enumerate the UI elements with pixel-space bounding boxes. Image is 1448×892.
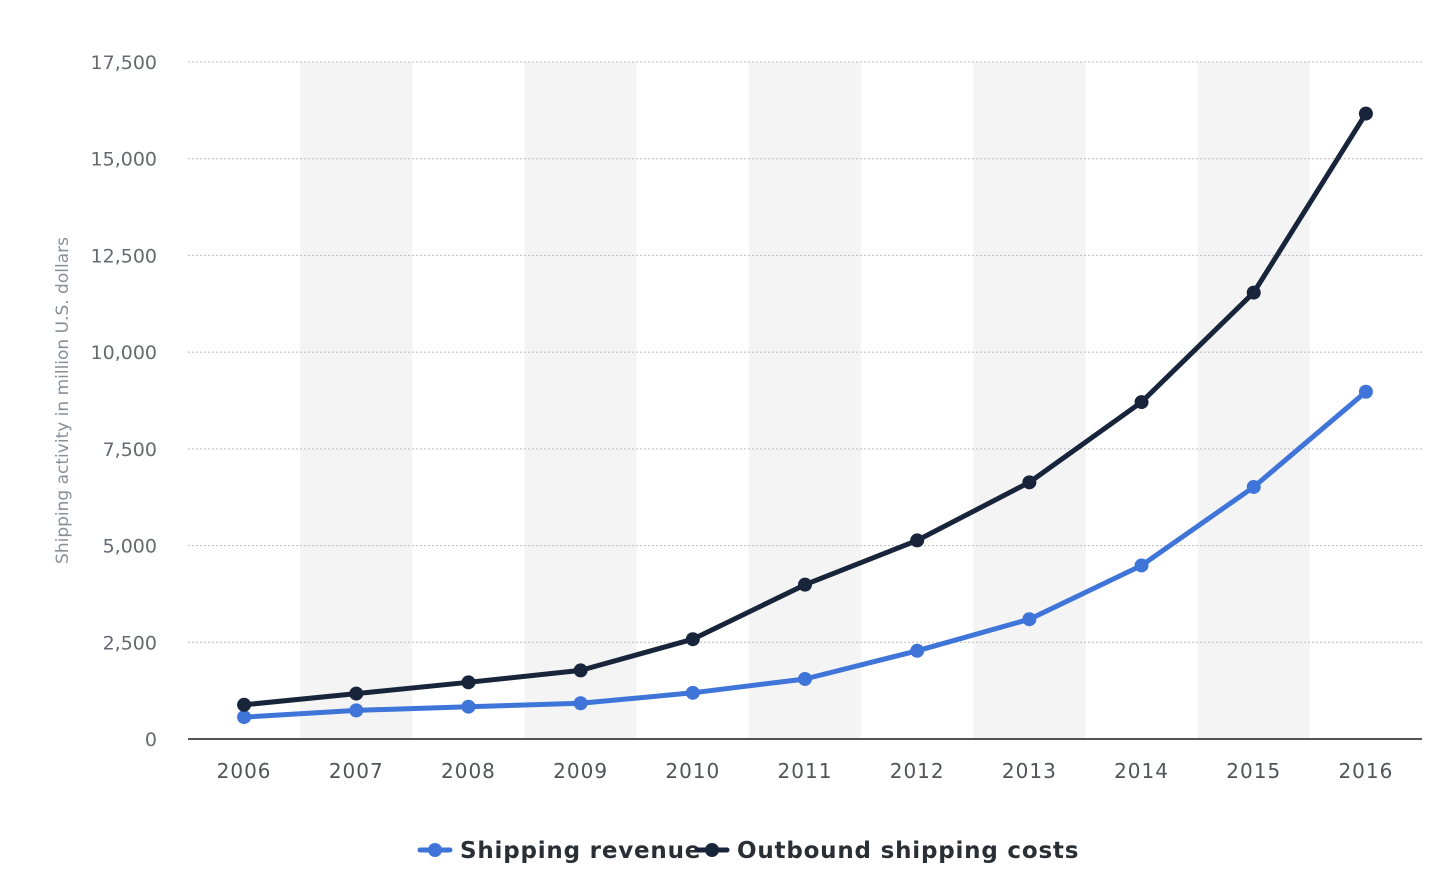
- x-tick-label: 2008: [441, 759, 496, 783]
- x-tick-label: 2012: [890, 759, 945, 783]
- legend-item[interactable]: Shipping revenue: [417, 838, 701, 864]
- band-2007: [300, 62, 413, 739]
- data-point[interactable]: [1358, 384, 1373, 399]
- legend[interactable]: Shipping revenue Outbound shipping costs: [417, 838, 1079, 864]
- data-point[interactable]: [573, 696, 588, 711]
- legend-item[interactable]: Outbound shipping costs: [694, 838, 1079, 864]
- series-1: [237, 106, 1373, 712]
- y-tick-label: 12,500: [91, 245, 157, 267]
- y-tick-label: 5,000: [103, 536, 157, 558]
- data-point[interactable]: [685, 632, 700, 647]
- y-axis-label: Shipping activity in million U.S. dollar…: [53, 237, 73, 564]
- x-axis-ticks: 2006 2007 2008 2009 2010 2011 2012 2013 2014 2015…: [217, 759, 1393, 783]
- y-tick-label: 10,000: [91, 342, 157, 364]
- data-point[interactable]: [910, 533, 925, 548]
- y-axis-ticks: 0 2,500 5,000 7,500 10,000 12,500 15,000 17,500: [91, 52, 157, 751]
- data-point[interactable]: [1246, 285, 1261, 300]
- data-point[interactable]: [573, 663, 588, 678]
- data-point[interactable]: [685, 685, 700, 700]
- x-tick-label: 2010: [665, 759, 720, 783]
- data-point[interactable]: [1134, 558, 1149, 573]
- x-tick-label: 2007: [329, 759, 384, 783]
- x-tick-label: 2015: [1226, 759, 1281, 783]
- y-tick-label: 7,500: [103, 439, 157, 461]
- data-point[interactable]: [910, 643, 925, 658]
- data-point[interactable]: [1358, 106, 1373, 121]
- x-tick-label: 2006: [217, 759, 272, 783]
- data-point[interactable]: [349, 703, 364, 718]
- data-point[interactable]: [1134, 395, 1149, 410]
- series-lines: [237, 106, 1373, 725]
- band-2011: [748, 62, 862, 739]
- data-point[interactable]: [798, 671, 812, 686]
- data-point[interactable]: [1022, 612, 1037, 627]
- data-point[interactable]: [237, 710, 252, 725]
- x-tick-label: 2016: [1338, 759, 1393, 783]
- y-tick-label: 0: [145, 729, 157, 751]
- x-tick-label: 2009: [553, 759, 608, 783]
- legend-marker-icon: [705, 843, 719, 857]
- data-point[interactable]: [461, 675, 476, 690]
- alternating-background-bands: [300, 62, 1310, 739]
- band-2009: [524, 62, 637, 739]
- y-tick-label: 2,500: [103, 632, 157, 654]
- series-0: [237, 384, 1373, 725]
- data-point[interactable]: [237, 697, 252, 712]
- band-2013: [973, 62, 1086, 739]
- data-point[interactable]: [349, 686, 364, 701]
- data-point[interactable]: [1246, 479, 1261, 494]
- gridlines: [188, 61, 1422, 643]
- y-tick-label: 15,000: [91, 149, 157, 171]
- legend-marker-icon: [428, 843, 442, 857]
- legend-label: Outbound shipping costs: [737, 838, 1079, 864]
- x-tick-label: 2014: [1114, 759, 1169, 783]
- band-2015: [1197, 62, 1310, 739]
- y-tick-label: 17,500: [91, 52, 157, 74]
- legend-label: Shipping revenue: [460, 838, 701, 864]
- data-point[interactable]: [1022, 475, 1037, 490]
- x-tick-label: 2013: [1002, 759, 1057, 783]
- data-point[interactable]: [798, 577, 812, 592]
- data-point[interactable]: [461, 699, 476, 714]
- x-tick-label: 2011: [778, 759, 833, 783]
